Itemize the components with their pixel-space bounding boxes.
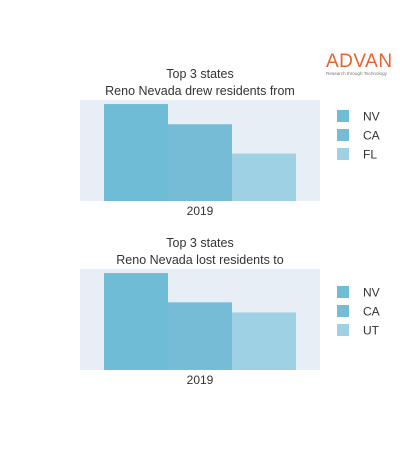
advan-logo: ADVAN Research through Technology	[326, 52, 396, 78]
legend-swatch-ut	[337, 324, 349, 336]
bar-fl	[232, 153, 296, 201]
chart-title-line: Top 3 states	[166, 236, 233, 250]
bar-nv	[104, 104, 168, 201]
logo-name: ADVAN	[326, 51, 393, 72]
legend-label-nv: NV	[363, 110, 380, 124]
chart-title-line: Reno Nevada lost residents to	[116, 253, 284, 267]
legend-swatch-ca	[337, 305, 349, 317]
legend-label-ut: UT	[363, 324, 380, 338]
legend-label-ca: CA	[363, 305, 380, 319]
x-tick-label: 2019	[187, 373, 214, 387]
bar-nv	[104, 273, 168, 370]
legend-label-ca: CA	[363, 129, 380, 143]
legend-label-fl: FL	[363, 148, 377, 162]
chart-title-line: Reno Nevada drew residents from	[105, 84, 295, 98]
chart-1: Top 3 states Reno Nevada drew residents f…	[80, 67, 380, 218]
chart-2: Top 3 states Reno Nevada lost residents t…	[80, 236, 380, 387]
bar-ca	[168, 302, 232, 370]
legend-swatch-nv	[337, 286, 349, 298]
legend-swatch-fl	[337, 148, 349, 160]
legend-swatch-nv	[337, 110, 349, 122]
chart-title-line: Top 3 states	[166, 67, 233, 81]
x-tick-label: 2019	[187, 204, 214, 218]
bar-ca	[168, 124, 232, 201]
legend-swatch-ca	[337, 129, 349, 141]
bar-ut	[232, 312, 296, 370]
legend-label-nv: NV	[363, 286, 380, 300]
logo-tagline: Research through Technology	[326, 71, 387, 76]
